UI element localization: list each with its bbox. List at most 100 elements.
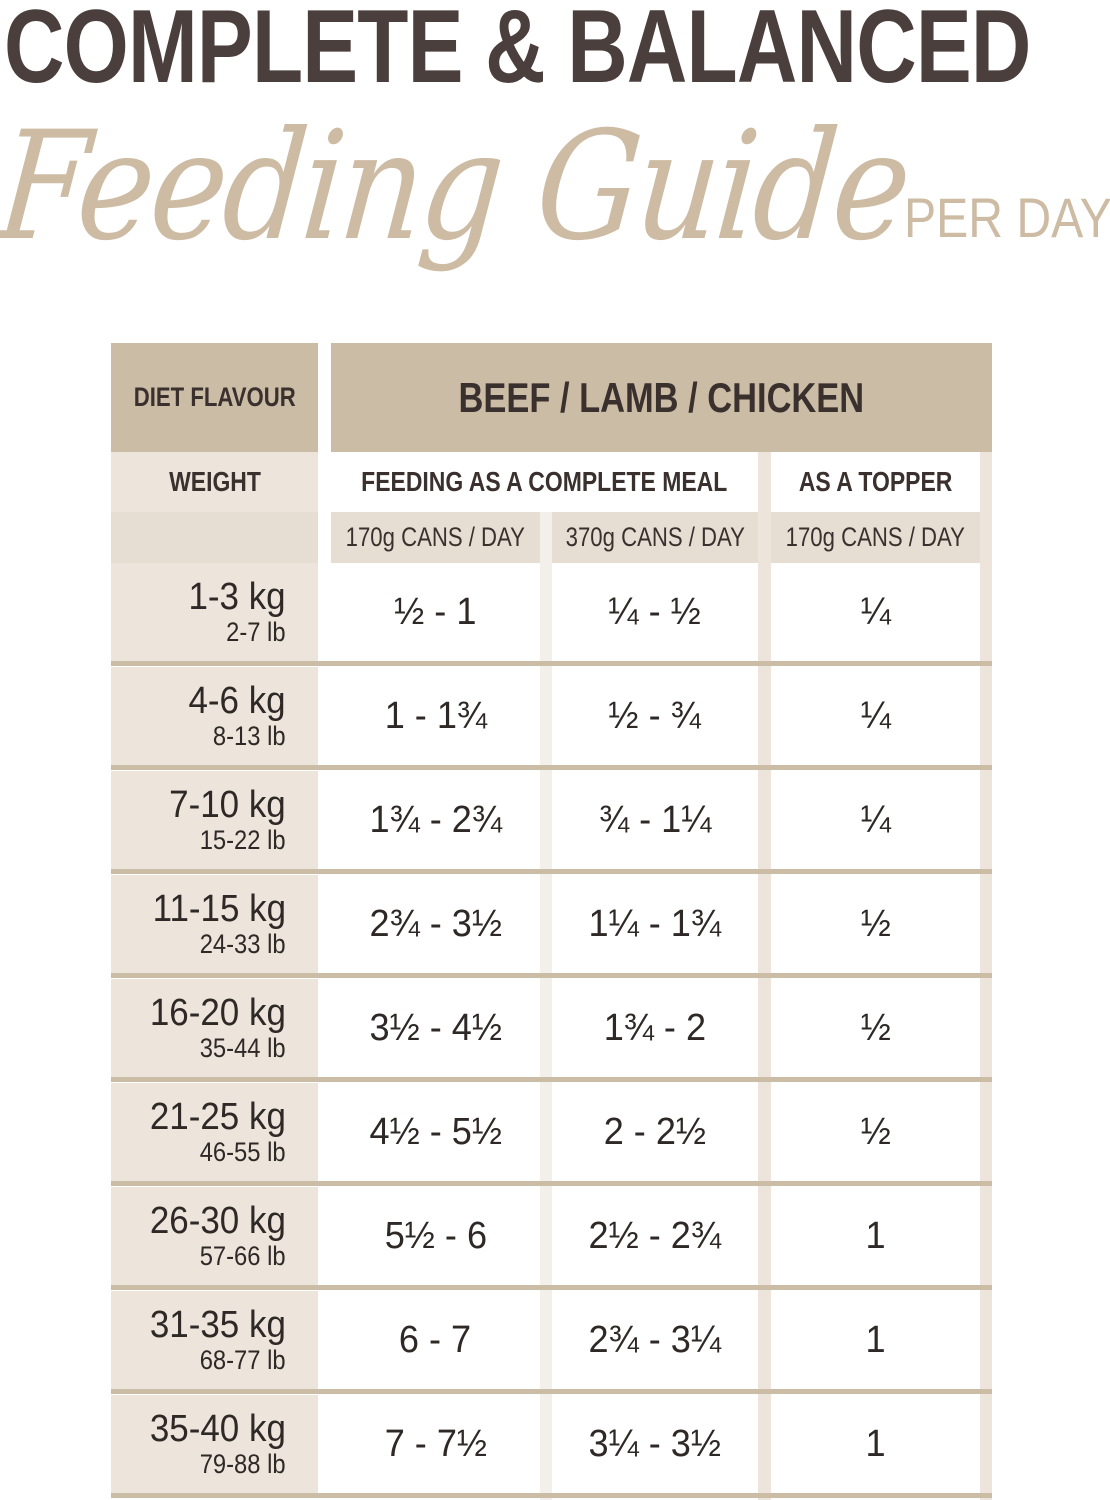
weight-kg: 7-10 kg	[169, 784, 286, 826]
weight-kg: 16-20 kg	[149, 992, 286, 1034]
meal-170g-cell: 3½ - 4½	[331, 979, 540, 1077]
topper-170g-cell: ¼	[771, 667, 980, 765]
meal-370g-value: 2½ - 2¾	[588, 1214, 722, 1257]
column-divider	[540, 512, 552, 1500]
table-row-weight: 31-35 kg 68-77 lb	[111, 1291, 318, 1389]
complete-meal-header: FEEDING AS A COMPLETE MEAL	[331, 452, 758, 512]
row-separator	[111, 1389, 992, 1394]
row-separator	[111, 1493, 992, 1498]
unit-label: 170g CANS / DAY	[345, 522, 526, 552]
meal-170g-value: 1¾ - 2¾	[369, 798, 502, 841]
topper-header: AS A TOPPER	[771, 452, 980, 512]
unit-label: 170g CANS / DAY	[785, 522, 966, 552]
meal-170g-cell: 1 - 1¾	[331, 667, 540, 765]
table-row-weight: 4-6 kg 8-13 lb	[111, 667, 318, 765]
meal-370g-value: 3¼ - 3½	[588, 1422, 722, 1465]
meal-370g-cell: ¾ - 1¼	[552, 771, 758, 869]
weight-lb: 2-7 lb	[226, 617, 286, 647]
meal-370g-value: ¾ - 1¼	[598, 798, 712, 841]
unit-header-meal-170g: 170g CANS / DAY	[331, 512, 540, 563]
meal-170g-value: 7 - 7½	[384, 1422, 487, 1465]
topper-170g-cell: 1	[771, 1291, 980, 1389]
meal-370g-value: ¼ - ½	[608, 590, 702, 633]
topper-170g-value: 1	[865, 1214, 886, 1257]
weight-lb: 79-88 lb	[200, 1449, 286, 1479]
weight-lb: 8-13 lb	[213, 721, 286, 751]
topper-170g-value: ½	[860, 1006, 891, 1049]
topper-170g-cell: 1	[771, 1395, 980, 1493]
unit-label: 370g CANS / DAY	[565, 522, 745, 552]
meal-170g-value: 4½ - 5½	[369, 1110, 502, 1153]
table-row-weight: 1-3 kg 2-7 lb	[111, 563, 318, 661]
heading-per-day: PER DAY	[904, 186, 1110, 249]
topper-170g-value: ¼	[860, 590, 891, 633]
row-separator	[111, 765, 992, 770]
meal-170g-value: ½ - 1	[394, 590, 477, 633]
weight-lb: 46-55 lb	[200, 1137, 286, 1167]
topper-170g-value: ¼	[860, 694, 891, 737]
flavours-header: BEEF / LAMB / CHICKEN	[331, 343, 992, 452]
diet-flavour-header: DIET FLAVOUR	[111, 343, 318, 452]
flavours-label: BEEF / LAMB / CHICKEN	[458, 373, 865, 421]
table-row-weight: 7-10 kg 15-22 lb	[111, 771, 318, 869]
table-row-weight: 35-40 kg 79-88 lb	[111, 1395, 318, 1493]
topper-170g-value: ½	[860, 1110, 891, 1153]
meal-370g-cell: 2½ - 2¾	[552, 1187, 758, 1285]
topper-170g-value: ½	[860, 902, 891, 945]
table-row-weight: 21-25 kg 46-55 lb	[111, 1083, 318, 1181]
meal-370g-cell: ½ - ¾	[552, 667, 758, 765]
topper-170g-value: ¼	[860, 798, 891, 841]
meal-370g-cell: 2 - 2½	[552, 1083, 758, 1181]
weight-kg: 35-40 kg	[149, 1408, 286, 1450]
meal-170g-cell: ½ - 1	[331, 563, 540, 661]
meal-170g-value: 1 - 1¾	[384, 694, 487, 737]
weight-label: WEIGHT	[168, 466, 261, 497]
unit-header-topper-170g: 170g CANS / DAY	[771, 512, 980, 563]
meal-370g-cell: 2¾ - 3¼	[552, 1291, 758, 1389]
weight-kg: 11-15 kg	[152, 888, 286, 930]
topper-170g-cell: ¼	[771, 771, 980, 869]
meal-170g-cell: 6 - 7	[331, 1291, 540, 1389]
weight-header: WEIGHT	[111, 452, 318, 512]
weight-lb: 68-77 lb	[200, 1345, 286, 1375]
meal-170g-value: 6 - 7	[399, 1318, 472, 1361]
meal-170g-cell: 1¾ - 2¾	[331, 771, 540, 869]
meal-370g-cell: 1¾ - 2	[552, 979, 758, 1077]
row-separator	[111, 1181, 992, 1186]
weight-kg: 21-25 kg	[149, 1096, 286, 1138]
weight-kg: 26-30 kg	[149, 1200, 286, 1242]
weight-lb: 35-44 lb	[200, 1033, 286, 1063]
meal-370g-cell: ¼ - ½	[552, 563, 758, 661]
meal-370g-value: 2¾ - 3¼	[588, 1318, 722, 1361]
meal-170g-cell: 2¾ - 3½	[331, 875, 540, 973]
topper-170g-cell: ½	[771, 875, 980, 973]
topper-label: AS A TOPPER	[798, 466, 953, 497]
meal-370g-cell: 3¼ - 3½	[552, 1395, 758, 1493]
row-separator	[111, 1077, 992, 1082]
meal-370g-value: 1¾ - 2	[603, 1006, 707, 1049]
weight-kg: 1-3 kg	[188, 576, 286, 618]
topper-170g-cell: ½	[771, 979, 980, 1077]
weight-lb: 57-66 lb	[200, 1241, 286, 1271]
table-row-weight: 16-20 kg 35-44 lb	[111, 979, 318, 1077]
meal-170g-value: 5½ - 6	[384, 1214, 487, 1257]
weight-kg: 31-35 kg	[149, 1304, 286, 1346]
weight-lb: 24-33 lb	[200, 929, 286, 959]
meal-170g-cell: 5½ - 6	[331, 1187, 540, 1285]
row-separator	[111, 973, 992, 978]
topper-170g-cell: 1	[771, 1187, 980, 1285]
meal-370g-value: 1¼ - 1¾	[588, 902, 722, 945]
meal-370g-cell: 1¼ - 1¾	[552, 875, 758, 973]
weight-unit-spacer	[111, 512, 318, 563]
row-separator	[111, 869, 992, 874]
diet-flavour-label: DIET FLAVOUR	[133, 382, 296, 412]
meal-170g-value: 3½ - 4½	[369, 1006, 502, 1049]
meal-170g-cell: 4½ - 5½	[331, 1083, 540, 1181]
meal-170g-value: 2¾ - 3½	[369, 902, 502, 945]
table-row-weight: 11-15 kg 24-33 lb	[111, 875, 318, 973]
topper-170g-value: 1	[865, 1422, 886, 1465]
topper-170g-value: 1	[865, 1318, 886, 1361]
weight-lb: 15-22 lb	[200, 825, 286, 855]
unit-header-meal-370g: 370g CANS / DAY	[552, 512, 758, 563]
